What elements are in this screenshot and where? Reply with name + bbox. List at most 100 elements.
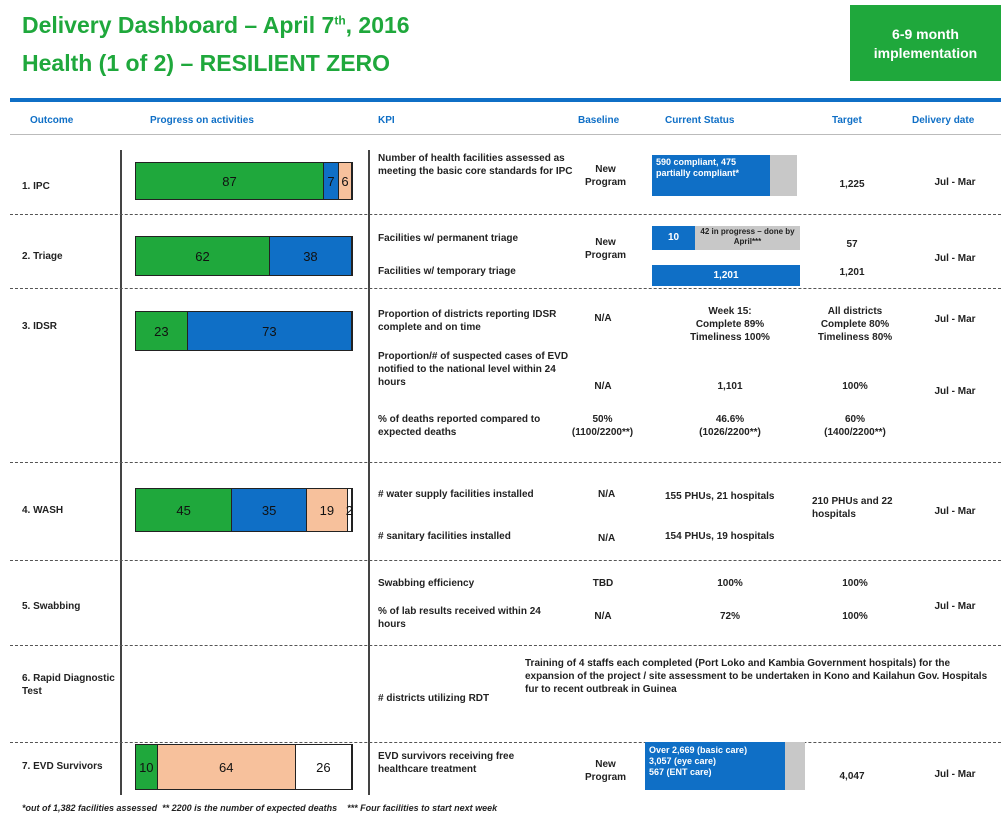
progress-bar: 87 7 6 [135, 162, 353, 200]
cell-text: N/A [594, 381, 612, 392]
cell-text: Facilities w/ temporary triage [378, 266, 516, 277]
row-separator [10, 214, 1001, 215]
progress-bar: 45 35 19 2 [135, 488, 353, 532]
cell-text: All districts [827, 306, 883, 317]
column-header: Baseline [578, 115, 620, 126]
cell-text: % of lab results received within 24 hour… [378, 606, 541, 630]
cell-text: # water supply facilities installed [378, 489, 534, 500]
title: Delivery Dashboard – April 7th, 2016 [22, 12, 410, 39]
cell-text: Jul - Mar [934, 769, 976, 780]
progress-segment: 35 [232, 489, 308, 531]
segment-label: 2 [345, 502, 353, 518]
row-separator [10, 742, 1001, 743]
cell-text: N/A [594, 313, 612, 324]
segment-label: 6 [341, 173, 349, 189]
segment-label: 19 [319, 502, 335, 518]
cell-text: # districts utilizing RDT [378, 693, 490, 704]
row-separator [10, 288, 1001, 289]
progress-segment: 38 [269, 237, 352, 275]
column-header: Current Status [665, 115, 735, 126]
column-header: Outcome [30, 115, 74, 126]
cell-text: 1,225 [839, 179, 865, 190]
cell-text: Jul - Mar [934, 177, 976, 188]
column-rule [10, 134, 1001, 135]
header-rule [10, 98, 1001, 102]
cell-text: # sanitary facilities installed [378, 531, 511, 542]
cell-text: Jul - Mar [934, 601, 976, 612]
cell-text: 1,201 [839, 267, 865, 278]
cell-text: Number of health facilities assessed as … [378, 153, 573, 177]
cell-text: 100% [842, 578, 868, 589]
segment-label: 62 [195, 248, 210, 264]
progress-segment: 45 [136, 489, 233, 531]
progress-segment: 6 [339, 163, 352, 199]
row-separator [10, 462, 1001, 463]
cell-text: 3. IDSR [22, 321, 58, 332]
status-line: 3,057 (eye care) [649, 756, 717, 766]
progress-segment: 23 [136, 312, 188, 350]
cell-text: TBD [592, 578, 614, 589]
cell-text: 57 [846, 239, 858, 250]
segment-label: 10 [139, 759, 154, 775]
cell-text: Jul - Mar [934, 314, 976, 325]
segment-label: 64 [218, 759, 234, 775]
segment-label: 45 [176, 502, 191, 518]
title-text: , 2016 [345, 12, 410, 38]
cell-text: Proportion of districts reporting IDSR c… [378, 309, 557, 333]
cell-text: 4,047 [839, 771, 865, 782]
cell-text: Jul - Mar [934, 386, 976, 397]
cell-text: 1. IPC [22, 181, 50, 192]
cell-text: Jul - Mar [934, 253, 976, 264]
footnote: *out of 1,382 facilities assessed ** 220… [22, 803, 498, 813]
cell-text: N/A [594, 611, 612, 622]
cell-text: Facilities w/ permanent triage [378, 233, 519, 244]
cell-text: 46.6% [715, 414, 745, 425]
segment-label: 7 [327, 173, 335, 189]
status-track: 42 in progress – done by April*** [695, 226, 800, 250]
cell-text: New Program [584, 237, 627, 261]
cell-text: N/A [598, 489, 616, 500]
cell-text: 60% [844, 414, 865, 425]
badge: 6-9 month implementation [850, 5, 1001, 81]
progress-bar: 10 64 26 [135, 744, 353, 790]
column-header: KPI [378, 115, 395, 126]
progress-segment: 2 [345, 489, 353, 531]
status-box: Over 2,669 (basic care) 3,057 (eye care) 5… [645, 742, 785, 790]
cell-text: Complete 89% [695, 319, 765, 330]
column-header: Delivery date [912, 115, 975, 126]
cell-text: 154 PHUs, 19 hospitals [665, 531, 775, 542]
progress-segment: 62 [136, 237, 270, 275]
cell-text: Jul - Mar [934, 506, 976, 517]
cell-text: % of deaths reported compared to expecte… [378, 414, 541, 438]
cell-text: Timeliness 100% [690, 332, 770, 343]
cell-text: 210 PHUs and 22 hospitals [812, 496, 893, 520]
status-box: 1,201 [652, 265, 800, 286]
cell-text: EVD survivors receiving free healthcare … [378, 751, 515, 775]
progress-bar: 62 38 [135, 236, 353, 276]
segment-label: 38 [303, 248, 318, 264]
divider [120, 150, 122, 795]
progress-segment: 64 [157, 745, 296, 789]
segment-label: 73 [262, 323, 277, 339]
title-sup: th [334, 13, 346, 28]
cell-text: 1,101 [717, 381, 743, 392]
cell-text: 7. EVD Survivors [22, 761, 103, 772]
cell-text: 100% [842, 381, 868, 392]
progress-segment: 26 [295, 745, 352, 789]
segment-label: 23 [154, 323, 169, 339]
cell-text: Timeliness 80% [817, 332, 893, 343]
divider [368, 150, 370, 795]
cell-text: 100% [717, 578, 743, 589]
cell-text: Training of 4 staffs each completed (Por… [525, 658, 988, 695]
cell-text: 2. Triage [22, 251, 63, 262]
column-header: Progress on activities [150, 115, 254, 126]
cell-text: (1400/2200**) [824, 427, 886, 438]
cell-text: (1026/2200**) [699, 427, 761, 438]
cell-text: New Program [584, 164, 627, 188]
row-separator [10, 645, 1001, 646]
segment-label: 87 [222, 173, 237, 189]
cell-text: 155 PHUs, 21 hospitals [665, 491, 775, 502]
cell-text: N/A [598, 533, 616, 544]
cell-text: 50% [592, 414, 613, 425]
